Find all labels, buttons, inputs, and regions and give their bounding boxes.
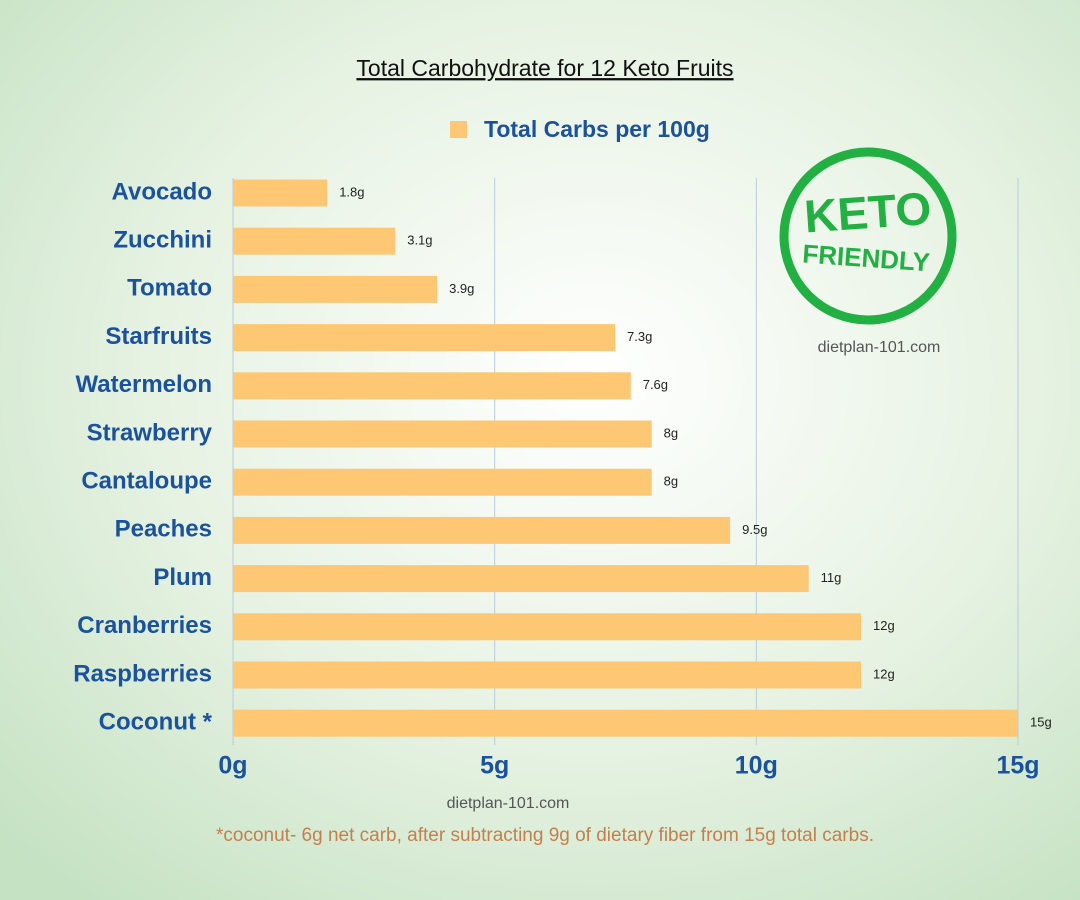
value-label: 12g (873, 618, 895, 633)
y-tick-label: Cantaloupe (81, 468, 212, 495)
x-tick-label: 10g (735, 752, 778, 780)
bar (233, 709, 1018, 737)
bar (233, 661, 861, 689)
value-label: 7.3g (627, 329, 652, 344)
watermark: dietplan-101.com (818, 339, 941, 356)
value-label: 8g (664, 474, 678, 489)
y-tick-label: Raspberries (73, 660, 212, 687)
value-label: 7.6g (643, 377, 668, 392)
value-label: 12g (873, 666, 895, 681)
watermark: dietplan-101.com (447, 795, 570, 812)
bar (233, 516, 731, 544)
value-label: 1.8g (339, 184, 364, 199)
badge-circle (779, 147, 957, 325)
value-label: 3.9g (449, 281, 474, 296)
bar (233, 179, 328, 207)
y-tick-label: Peaches (115, 516, 212, 543)
bar (233, 613, 861, 641)
value-label: 9.5g (742, 522, 767, 537)
y-tick-label: Plum (153, 564, 212, 591)
chart-title: Total Carbohydrate for 12 Keto Fruits (356, 55, 733, 81)
footnote: *coconut- 6g net carb, after subtracting… (216, 825, 874, 846)
y-tick-label: Zucchini (113, 227, 212, 254)
bar (233, 324, 616, 352)
y-tick-label: Tomato (127, 275, 212, 302)
y-tick-label: Avocado (112, 178, 212, 205)
bar (233, 227, 396, 255)
bar (233, 565, 809, 593)
value-label: 8g (664, 425, 678, 440)
x-tick-label: 15g (996, 752, 1039, 780)
badge-text: KETO (803, 182, 933, 243)
x-tick-label: 5g (480, 752, 509, 780)
bar (233, 468, 652, 496)
value-label: 3.1g (407, 233, 432, 248)
y-tick-label: Starfruits (105, 323, 212, 350)
bar (233, 420, 652, 448)
legend-swatch (450, 121, 467, 138)
y-tick-label: Coconut * (99, 709, 213, 736)
bar (233, 372, 631, 400)
x-tick-label: 0g (218, 752, 247, 780)
value-label: 11g (821, 570, 842, 585)
y-tick-label: Strawberry (87, 419, 213, 446)
legend-label: Total Carbs per 100g (484, 116, 710, 142)
y-tick-label: Cranberries (77, 612, 212, 639)
value-label: 15g (1030, 715, 1052, 730)
y-tick-label: Watermelon (76, 371, 212, 398)
bar (233, 275, 438, 303)
